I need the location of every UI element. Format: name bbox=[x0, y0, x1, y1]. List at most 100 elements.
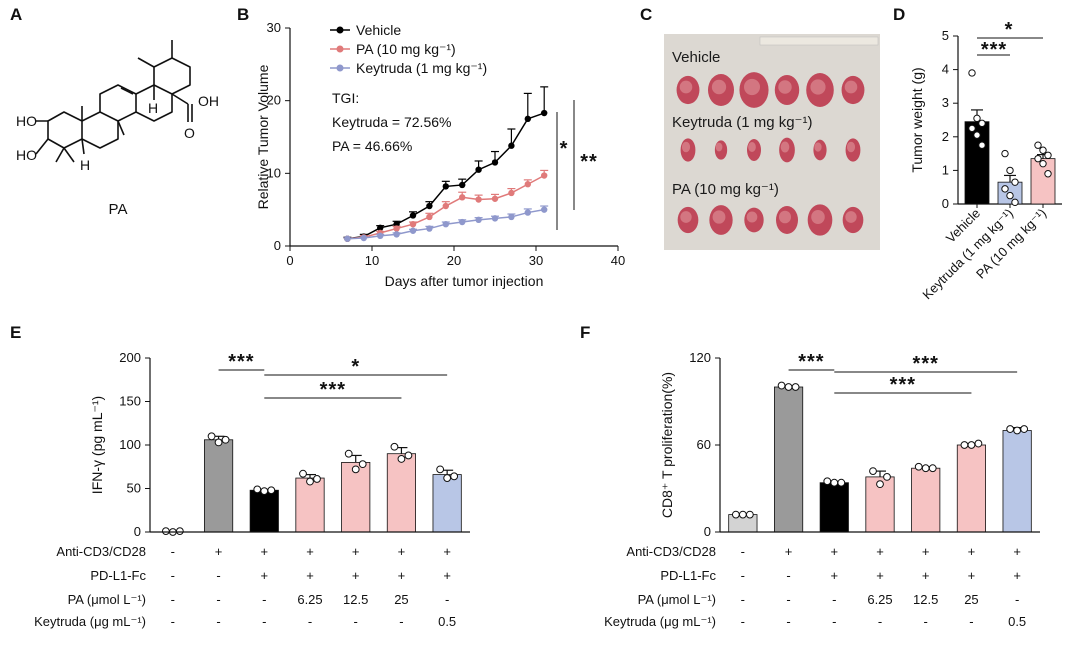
x-tick-label: 30 bbox=[529, 253, 543, 268]
bar bbox=[249, 489, 279, 533]
replicate-point bbox=[351, 465, 360, 474]
tumor-highlight bbox=[778, 80, 792, 94]
replicate-point bbox=[1011, 198, 1019, 207]
replicate-point bbox=[1006, 425, 1015, 433]
replicate-point bbox=[1001, 185, 1009, 193]
y-tick-label: 50 bbox=[127, 481, 141, 496]
replicate-point bbox=[404, 451, 413, 460]
condition-row-label: PD-L1-Fc bbox=[90, 568, 146, 583]
data-point bbox=[459, 181, 466, 189]
data-point bbox=[360, 234, 367, 242]
replicate-point bbox=[967, 441, 976, 449]
replicate-point bbox=[973, 114, 981, 123]
y-tick-label: 1 bbox=[942, 162, 949, 177]
data-point bbox=[426, 202, 433, 210]
replicate-point bbox=[876, 480, 884, 489]
panel-letter-a: A bbox=[10, 5, 22, 24]
y-tick-label: 100 bbox=[119, 437, 141, 452]
panel-letter-c: C bbox=[640, 5, 652, 24]
replicate-point bbox=[1044, 151, 1052, 159]
replicate-point bbox=[837, 478, 846, 487]
condition-cell: - bbox=[741, 544, 745, 559]
replicate-point bbox=[968, 124, 976, 133]
y-tick-label: 200 bbox=[119, 350, 141, 365]
y-tick-label: 5 bbox=[942, 28, 949, 43]
legend-marker bbox=[336, 45, 344, 53]
data-point bbox=[491, 215, 499, 222]
condition-cell: 12.5 bbox=[913, 592, 938, 607]
panel-letter-e: E bbox=[10, 323, 21, 342]
significance-marker: * bbox=[560, 138, 569, 160]
data-point bbox=[541, 172, 548, 179]
condition-cell: - bbox=[216, 614, 220, 629]
data-point bbox=[508, 189, 515, 197]
replicate-point bbox=[1020, 425, 1029, 433]
tumor-highlight bbox=[680, 211, 692, 223]
condition-cell: - bbox=[171, 614, 175, 629]
significance-marker: * bbox=[1005, 19, 1014, 41]
significance-marker: *** bbox=[798, 351, 824, 373]
tumor-highlight bbox=[810, 79, 826, 95]
replicate-point bbox=[777, 381, 786, 390]
data-point bbox=[541, 206, 548, 213]
replicate-point bbox=[960, 441, 969, 449]
tumor-highlight bbox=[681, 141, 691, 153]
replicate-point bbox=[306, 477, 314, 486]
hydroxyl-label-bottom: HO bbox=[16, 147, 37, 163]
significance-marker: *** bbox=[320, 379, 346, 401]
replicate-point bbox=[260, 487, 269, 496]
x-tick-label: 40 bbox=[611, 253, 625, 268]
condition-cell: 0.5 bbox=[438, 614, 456, 629]
condition-row-label: PD-L1-Fc bbox=[660, 568, 716, 583]
data-point bbox=[344, 235, 351, 242]
data-point bbox=[442, 202, 449, 210]
panel-letter-b: B bbox=[237, 5, 249, 24]
condition-cell: - bbox=[832, 614, 836, 629]
acid-oh-label: OH bbox=[198, 93, 219, 109]
hydroxyl-bonds bbox=[35, 120, 49, 155]
condition-cell: + bbox=[352, 568, 360, 583]
methyl-8 bbox=[117, 120, 125, 136]
y-tick-label: 20 bbox=[267, 93, 281, 108]
replicate-point bbox=[1013, 426, 1022, 435]
data-point bbox=[491, 159, 499, 166]
y-tick-label: 0 bbox=[704, 524, 711, 539]
replicate-point bbox=[253, 485, 262, 494]
condition-cell: + bbox=[830, 568, 838, 583]
condition-cell: + bbox=[1013, 568, 1021, 583]
data-point bbox=[426, 213, 433, 221]
bar bbox=[432, 474, 462, 533]
tumor-highlight bbox=[845, 211, 857, 223]
replicate-point bbox=[175, 527, 184, 536]
replicate-point bbox=[1006, 166, 1014, 175]
tumor-highlight bbox=[712, 210, 726, 224]
compound-label: PA bbox=[109, 201, 128, 218]
x-axis-label: Days after tumor injection bbox=[385, 273, 544, 289]
methyl-19 bbox=[137, 57, 155, 68]
replicate-point bbox=[344, 449, 353, 458]
tumor-samples bbox=[676, 72, 865, 236]
data-point bbox=[475, 166, 482, 173]
data-point bbox=[377, 232, 384, 240]
photo-label-keytruda: Keytruda (1 mg kg⁻¹) bbox=[672, 114, 812, 131]
replicate-point bbox=[1034, 154, 1042, 163]
condition-row-label: Keytruda (μg mL⁻¹) bbox=[34, 614, 146, 629]
condition-cell: + bbox=[968, 544, 976, 559]
tumor-highlight bbox=[711, 79, 727, 95]
condition-cell: - bbox=[399, 614, 403, 629]
replicate-point bbox=[1039, 146, 1047, 154]
replicate-point bbox=[973, 131, 981, 139]
condition-cell: + bbox=[260, 544, 268, 559]
replicate-point bbox=[968, 69, 976, 77]
bar bbox=[295, 477, 325, 533]
photo-label-vehicle: Vehicle bbox=[672, 49, 720, 66]
photo-label-pa: PA (10 mg kg⁻¹) bbox=[672, 181, 779, 198]
h-bond-5 bbox=[81, 138, 85, 155]
condition-cell: + bbox=[922, 568, 930, 583]
bar bbox=[774, 386, 804, 533]
tumor-highlight bbox=[778, 210, 792, 224]
data-point bbox=[442, 221, 449, 228]
carboxyl-bonds bbox=[171, 93, 193, 122]
significance-marker: *** bbox=[228, 351, 254, 373]
